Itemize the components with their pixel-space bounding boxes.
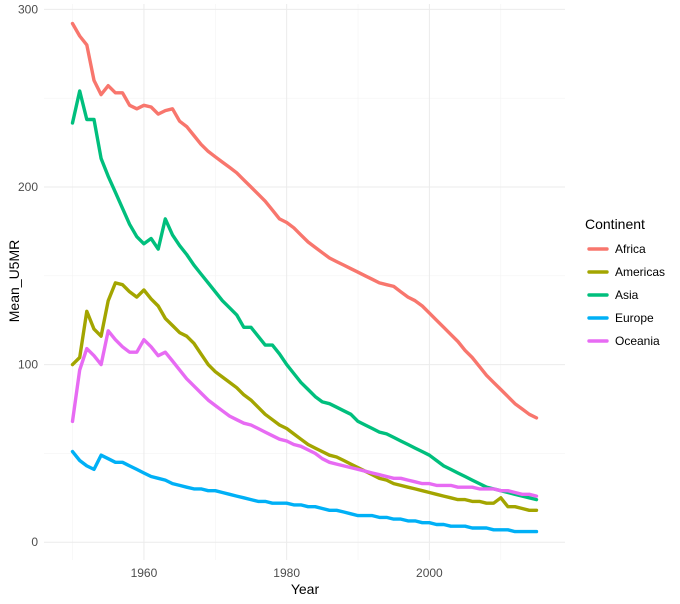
series-line-europe <box>70 449 539 534</box>
y-tick-label: 100 <box>18 358 38 372</box>
x-axis-ticks: 1960 1980 2000 <box>131 566 444 580</box>
y-tick-label: 200 <box>18 180 38 194</box>
legend-label-oceania: Oceania <box>615 334 660 348</box>
legend: Continent Africa Americas Asia Europe Oceani… <box>585 216 665 348</box>
series-line-asia <box>70 89 539 502</box>
x-tick-label: 2000 <box>416 566 443 580</box>
legend-title: Continent <box>585 216 645 232</box>
series-lines <box>70 21 539 534</box>
legend-label-africa: Africa <box>615 242 646 256</box>
x-tick-label: 1960 <box>131 566 158 580</box>
y-axis-ticks: 0 100 200 300 <box>18 2 38 549</box>
legend-label-europe: Europe <box>615 311 654 325</box>
legend-label-americas: Americas <box>615 265 665 279</box>
minor-gridlines <box>44 4 565 560</box>
major-gridlines <box>44 4 565 560</box>
x-tick-label: 1980 <box>273 566 300 580</box>
y-axis-title: Mean_U5MR <box>6 240 22 322</box>
series-line-oceania <box>70 329 539 498</box>
series-line-africa <box>70 21 539 420</box>
series-line-americas <box>70 281 539 512</box>
legend-label-asia: Asia <box>615 288 639 302</box>
x-axis-title: Year <box>291 581 320 597</box>
y-tick-label: 300 <box>18 2 38 16</box>
y-tick-label: 0 <box>31 535 38 549</box>
